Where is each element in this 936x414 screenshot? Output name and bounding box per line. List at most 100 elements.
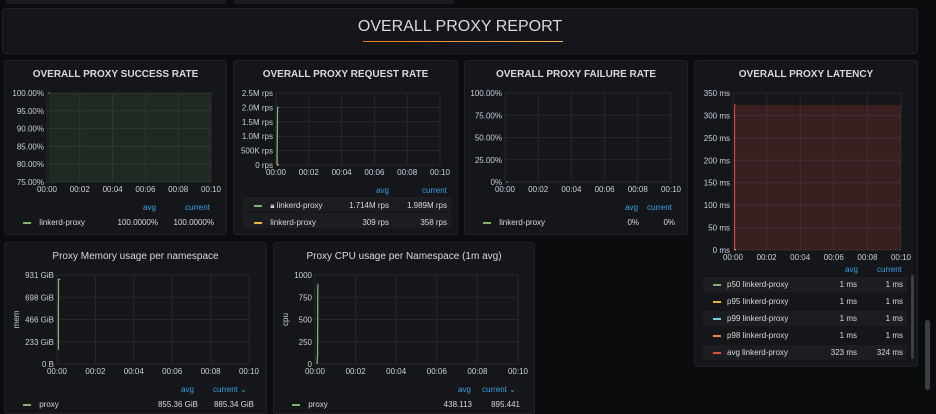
x-tick-label: 00:02	[757, 253, 778, 262]
x-tick-label: 00:02	[346, 367, 367, 376]
legend-avg-header[interactable]: avg	[458, 385, 471, 394]
x-tick-label: 00:04	[103, 185, 124, 194]
legend-series-name: p99 linkerd-proxy	[727, 314, 789, 323]
y-tick-label: 698 GiB	[25, 293, 54, 302]
x-tick-label: 00:06	[364, 168, 385, 177]
legend-row[interactable]: avg linkerd-proxy	[713, 348, 788, 357]
x-tick-label: 00:00	[266, 168, 287, 177]
panel-success-rate: OVERALL PROXY SUCCESS RATE 100.00% 95.00%…	[4, 60, 227, 235]
y-tick-label: 100 ms	[704, 201, 730, 210]
legend-row[interactable]: p98 linkerd-proxy	[713, 331, 788, 340]
legend-row-stripe	[703, 345, 907, 360]
legend-series-name: p98 linkerd-proxy	[727, 331, 789, 340]
legend-row[interactable]: p95 linkerd-proxy	[713, 297, 788, 306]
x-tick-label: 00:08	[857, 253, 878, 262]
legend-current-value: 324 ms	[876, 348, 903, 357]
x-tick-label: 00:06	[595, 185, 616, 194]
legend-row-stripe	[703, 277, 907, 292]
legend-series-name: p50 linkerd-proxy	[727, 280, 789, 289]
x-tick-label: 00:06	[162, 367, 183, 376]
x-tick-label: 00:08	[201, 367, 222, 376]
y-tick-label: 466 GiB	[25, 316, 54, 325]
x-tick-label: 00:06	[824, 253, 845, 262]
x-tick-label: 00:08	[397, 168, 418, 177]
legend-avg-header[interactable]: avg	[625, 203, 638, 212]
legend-row[interactable]: p99 linkerd-proxy	[713, 314, 788, 323]
legend-current-value: 1 ms	[885, 331, 903, 340]
y-tick-label: 250	[299, 338, 313, 347]
x-tick-label: 00:02	[85, 367, 106, 376]
legend-avg-header[interactable]: avg	[143, 203, 156, 212]
legend-series-name: p95 linkerd-proxy	[727, 297, 789, 306]
y-tick-label: 500	[299, 316, 313, 325]
legend-current-header[interactable]: current	[422, 186, 447, 195]
legend-current-value: 1 ms	[885, 297, 903, 306]
y-tick-label: 85.00%	[17, 142, 44, 151]
x-tick-label: 00:10	[661, 185, 682, 194]
series-line	[57, 278, 61, 350]
x-tick-label: 00:04	[790, 253, 811, 262]
series-swatch	[713, 300, 721, 303]
legend-avg-value: 855.36 GiB	[157, 400, 198, 409]
legend-current-header[interactable]: current	[647, 203, 672, 212]
panel-title: Proxy Memory usage per namespace	[52, 251, 219, 262]
cpu-chart: 1000 750 500 250 000:00 00:02 00:04 00:06 00:08 0…	[281, 271, 529, 376]
legend-row[interactable]: p50 linkerd-proxy	[713, 280, 788, 289]
legend-current-header[interactable]: current ⌄	[482, 385, 516, 394]
legend-row[interactable]: linkerd-proxy	[254, 218, 316, 227]
legend-row[interactable]: linkerd-proxy	[23, 218, 223, 227]
legend-row[interactable]: proxy	[292, 400, 328, 409]
series-line	[276, 106, 279, 166]
series-swatch	[23, 403, 31, 406]
x-tick-label: 00:06	[135, 185, 156, 194]
legend-avg-header[interactable]: avg	[376, 186, 389, 195]
memory-chart: 931 GiB 698 GiB 466 GiB 233 GiB 0 B00:00 00:0…	[12, 271, 260, 376]
legend-current-header[interactable]: current	[185, 203, 210, 212]
legend-avg-value: 1 ms	[839, 331, 857, 340]
y-tick-label: 100.00%	[12, 89, 44, 98]
x-tick-label: 00:02	[299, 168, 320, 177]
legend: avg current 🔒︎ linkerd-proxy 1.714M rps …	[234, 61, 457, 234]
x-tick-label: 00:08	[467, 367, 488, 376]
legend-current-value: 1 ms	[885, 314, 903, 323]
legend-current-header[interactable]: current	[877, 265, 902, 274]
legend-avg-header[interactable]: avg	[181, 385, 194, 394]
legend-avg-value: 1.714M rps	[348, 201, 389, 210]
legend-current-value: 1.989M rps	[406, 201, 447, 210]
legend: avg current ⌄ proxy 438.113 895.441	[274, 243, 534, 413]
y-tick-label: 50 ms	[708, 224, 730, 233]
legend-row-stripe	[242, 197, 451, 212]
legend-row[interactable]: proxy	[23, 400, 59, 409]
y-tick-label: 1.0M rps	[242, 132, 273, 141]
panel-title: OVERALL PROXY REQUEST RATE	[262, 69, 429, 80]
legend-series-name: linkerd-proxy	[39, 218, 86, 227]
legend-avg-header[interactable]: avg	[845, 265, 858, 274]
x-tick-label: 00:00	[47, 367, 68, 376]
legend: avg current p50 linkerd-proxy 1 ms 1 ms …	[695, 61, 917, 366]
legend-avg-value: 309 rps	[362, 218, 389, 227]
legend-row[interactable]: 🔒︎ linkerd-proxy	[254, 201, 323, 211]
legend-series-name: linkerd-proxy	[499, 218, 546, 227]
y-tick-label: 0 ms	[713, 246, 730, 255]
legend-current-header[interactable]: current ⌄	[213, 385, 247, 394]
legend: avg current ⌄ proxy 855.36 GiB 885.34 Gi…	[5, 243, 266, 413]
y-tick-label: 233 GiB	[25, 338, 54, 347]
legend-row-stripe	[242, 213, 451, 228]
x-tick-label: 00:04	[124, 367, 145, 376]
y-tick-label: 1.5M rps	[242, 118, 273, 127]
x-tick-label: 00:04	[561, 185, 582, 194]
legend-row[interactable]: linkerd-proxy	[483, 218, 545, 227]
legend-avg-value: 323 ms	[830, 348, 857, 357]
series-swatch	[713, 334, 721, 337]
y-tick-label: 2.0M rps	[242, 103, 273, 112]
legend-series-name: proxy	[39, 400, 59, 409]
y-tick-label: 300 ms	[704, 111, 730, 120]
y-tick-label: 0	[308, 360, 313, 369]
legend-avg-value: 1 ms	[839, 314, 857, 323]
series-swatch	[23, 221, 31, 224]
scrollbar[interactable]	[925, 320, 930, 390]
x-tick-label: 00:10	[891, 253, 912, 262]
y-tick-label: 250 ms	[704, 134, 730, 143]
panel-title: OVERALL PROXY LATENCY	[738, 69, 874, 80]
legend-scrollbar[interactable]	[911, 275, 914, 359]
